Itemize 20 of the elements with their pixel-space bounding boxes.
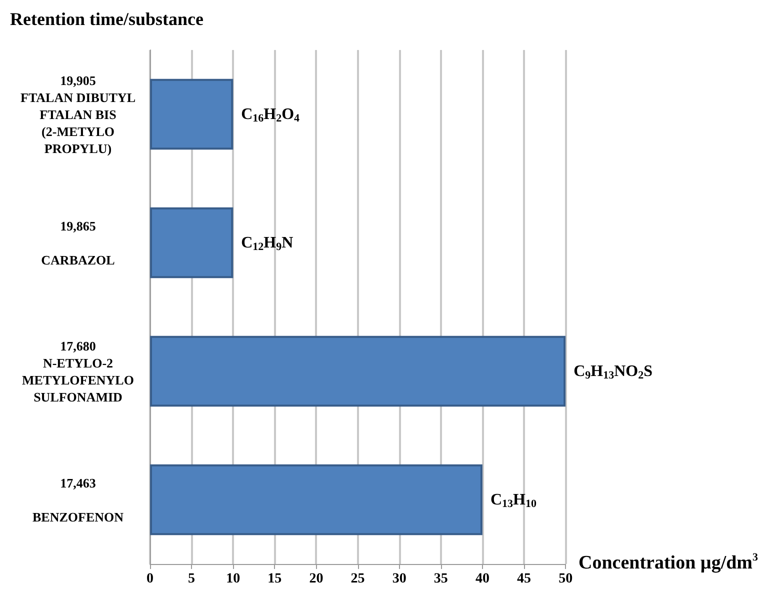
bar	[150, 207, 234, 278]
x-tick-label: 15	[268, 572, 282, 586]
bar	[150, 78, 234, 150]
x-tick-label: 10	[226, 572, 240, 586]
category-label: 17,463 BENZOFENON	[32, 475, 124, 524]
bar	[150, 336, 566, 407]
x-tick-label: 45	[517, 572, 532, 586]
bar	[150, 464, 482, 536]
y-axis-title: Retention time/substance	[10, 9, 204, 29]
x-tick-label: 50	[558, 572, 573, 586]
category-label: 19,865 CARBAZOL	[41, 218, 115, 268]
x-tick-label: 40	[475, 572, 490, 586]
x-tick-label: 5	[188, 572, 196, 586]
y-tick-label: 19,905 FTALAN DIBUTYL FTALAN BIS (2-METYLO PROPYLU)	[20, 72, 136, 156]
x-tick-label: 0	[146, 572, 154, 586]
x-tick-label: 30	[392, 572, 406, 586]
x-tick-label: 20	[309, 572, 324, 586]
x-tick-label: 35	[434, 572, 448, 586]
x-tick-label: 25	[350, 572, 365, 586]
y-tick-label: 17,680 N-ETYLO-2 METYLOFENYLO SULFONAMID	[22, 338, 134, 404]
